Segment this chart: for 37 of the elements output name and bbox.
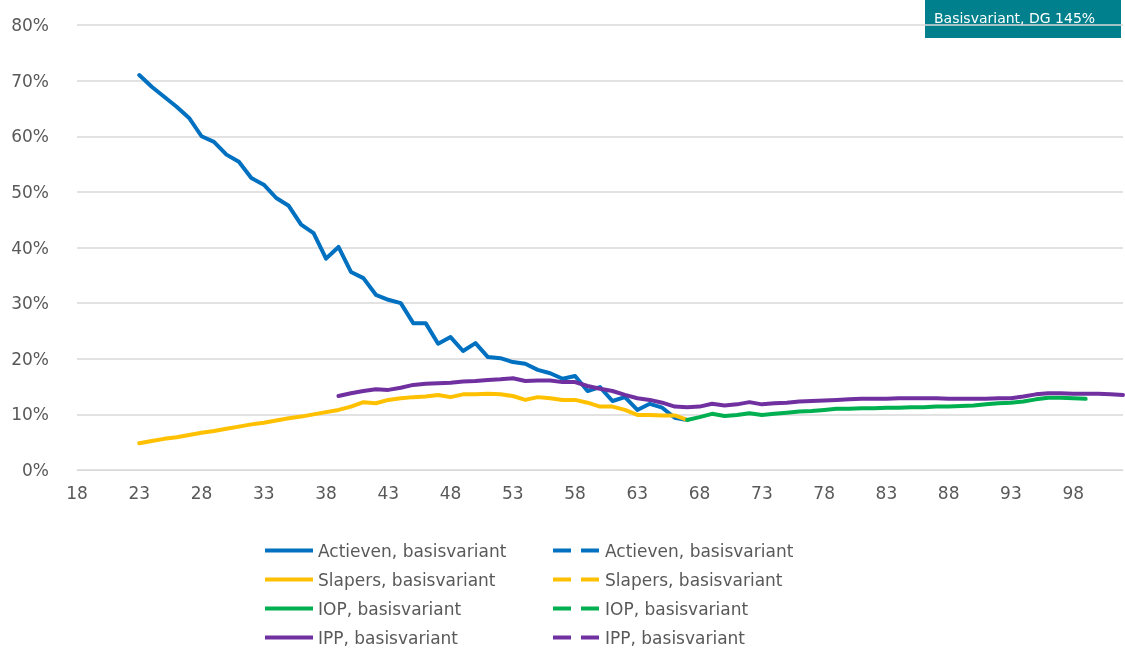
legend-label: IPP, basisvariant (605, 627, 746, 648)
x-tick-label: 23 (128, 482, 151, 503)
x-tick-label: 43 (377, 482, 400, 503)
y-tick-label: 50% (11, 181, 49, 202)
x-tick-label: 53 (502, 482, 524, 503)
y-tick-label: 60% (11, 126, 49, 147)
legend-label: Actieven, basisvariant (318, 540, 507, 561)
x-tick-label: 73 (751, 482, 773, 503)
y-tick-label: 0% (22, 460, 49, 480)
x-tick-label: 38 (315, 482, 337, 503)
legend-label: Slapers, basisvariant (605, 569, 783, 590)
y-tick-label: 70% (11, 70, 49, 91)
x-tick-label: 33 (252, 482, 275, 503)
legend-label: Actieven, basisvariant (605, 540, 794, 561)
legend-label: Slapers, basisvariant (318, 569, 496, 590)
x-tick-label: 98 (1062, 482, 1085, 503)
y-tick-label: 20% (11, 348, 49, 369)
x-tick-label: 28 (190, 482, 213, 503)
legend-label: IOP, basisvariant (605, 598, 749, 619)
y-tick-label: 10% (11, 404, 49, 425)
x-tick-label: 83 (875, 482, 898, 503)
x-tick-label: 58 (564, 482, 586, 503)
legend-label: IOP, basisvariant (318, 598, 462, 619)
line-series (685, 395, 1088, 422)
y-tick-label: 80% (11, 15, 49, 35)
x-tick-label: 18 (66, 482, 88, 503)
x-tick-label: 48 (439, 482, 462, 503)
x-tick-label: 68 (688, 482, 711, 503)
line-series (336, 376, 1125, 410)
x-tick-label: 63 (626, 482, 649, 503)
x-tick-label: 78 (813, 482, 835, 503)
legend-label: IPP, basisvariant (318, 627, 459, 648)
x-tick-label: 93 (1000, 482, 1022, 503)
x-tick-label: 88 (937, 482, 960, 503)
annotation: Basisvariant, DG 145% (934, 10, 1096, 26)
y-tick-label: 30% (11, 293, 49, 314)
y-tick-label: 40% (11, 237, 49, 258)
